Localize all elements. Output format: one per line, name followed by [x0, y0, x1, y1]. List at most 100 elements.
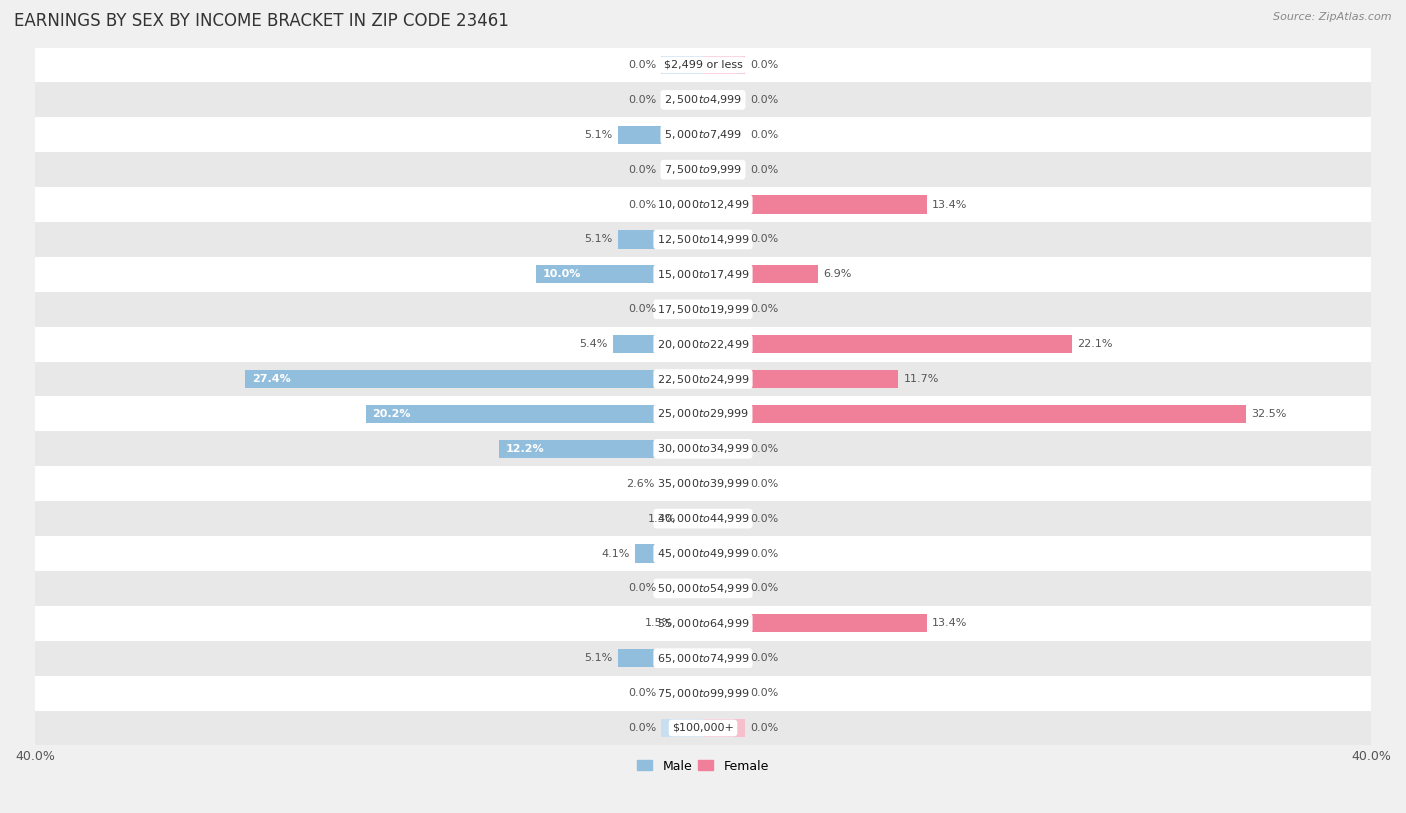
Bar — [661, 719, 703, 737]
Bar — [35, 397, 1371, 432]
Text: 13.4%: 13.4% — [932, 619, 967, 628]
Text: $12,500 to $14,999: $12,500 to $14,999 — [657, 233, 749, 246]
Bar — [661, 91, 703, 109]
Text: 0.0%: 0.0% — [749, 688, 778, 698]
Bar — [703, 580, 745, 598]
Bar — [613, 335, 703, 353]
Text: 13.4%: 13.4% — [932, 199, 967, 210]
Bar — [703, 161, 745, 179]
Bar — [35, 467, 1371, 501]
Text: 5.1%: 5.1% — [585, 130, 613, 140]
Text: 11.7%: 11.7% — [904, 374, 939, 384]
Bar — [703, 405, 1246, 423]
Bar — [35, 257, 1371, 292]
Text: $100,000+: $100,000+ — [672, 723, 734, 733]
Text: 1.3%: 1.3% — [648, 514, 676, 524]
Text: 0.0%: 0.0% — [749, 584, 778, 593]
Text: 0.0%: 0.0% — [749, 653, 778, 663]
Text: EARNINGS BY SEX BY INCOME BRACKET IN ZIP CODE 23461: EARNINGS BY SEX BY INCOME BRACKET IN ZIP… — [14, 12, 509, 30]
Text: 0.0%: 0.0% — [749, 130, 778, 140]
Text: $15,000 to $17,499: $15,000 to $17,499 — [657, 267, 749, 280]
Bar — [703, 719, 745, 737]
Bar — [703, 615, 927, 633]
Text: 0.0%: 0.0% — [628, 723, 657, 733]
Bar — [35, 152, 1371, 187]
Text: $75,000 to $99,999: $75,000 to $99,999 — [657, 687, 749, 699]
Text: 0.0%: 0.0% — [749, 304, 778, 315]
Text: 2.6%: 2.6% — [626, 479, 655, 489]
Bar — [35, 362, 1371, 397]
Bar — [703, 265, 818, 284]
Text: $40,000 to $44,999: $40,000 to $44,999 — [657, 512, 749, 525]
Text: 0.0%: 0.0% — [628, 584, 657, 593]
Bar — [366, 405, 703, 423]
Text: 27.4%: 27.4% — [252, 374, 291, 384]
Text: 0.0%: 0.0% — [628, 304, 657, 315]
Bar — [35, 292, 1371, 327]
Bar — [703, 56, 745, 74]
Bar — [617, 649, 703, 667]
Bar — [678, 615, 703, 633]
Text: $7,500 to $9,999: $7,500 to $9,999 — [664, 163, 742, 176]
Bar — [35, 222, 1371, 257]
Bar — [703, 440, 745, 458]
Text: 22.1%: 22.1% — [1077, 339, 1112, 349]
Bar — [35, 571, 1371, 606]
Text: 0.0%: 0.0% — [628, 199, 657, 210]
Text: 0.0%: 0.0% — [749, 165, 778, 175]
Text: $20,000 to $22,499: $20,000 to $22,499 — [657, 337, 749, 350]
Text: $22,500 to $24,999: $22,500 to $24,999 — [657, 372, 749, 385]
Bar — [35, 187, 1371, 222]
Bar — [703, 545, 745, 563]
Text: $50,000 to $54,999: $50,000 to $54,999 — [657, 582, 749, 595]
Bar — [703, 370, 898, 388]
Text: 0.0%: 0.0% — [749, 234, 778, 245]
Bar — [617, 230, 703, 249]
Text: $5,000 to $7,499: $5,000 to $7,499 — [664, 128, 742, 141]
Bar — [634, 545, 703, 563]
Bar — [682, 510, 703, 528]
Bar — [661, 195, 703, 214]
Text: 0.0%: 0.0% — [749, 444, 778, 454]
Bar — [35, 82, 1371, 117]
Bar — [35, 432, 1371, 467]
Bar — [703, 230, 745, 249]
Bar — [703, 510, 745, 528]
Legend: Male, Female: Male, Female — [633, 754, 773, 777]
Bar — [35, 676, 1371, 711]
Text: $35,000 to $39,999: $35,000 to $39,999 — [657, 477, 749, 490]
Text: 10.0%: 10.0% — [543, 269, 581, 280]
Text: $2,499 or less: $2,499 or less — [664, 60, 742, 70]
Text: 0.0%: 0.0% — [749, 549, 778, 559]
Text: $65,000 to $74,999: $65,000 to $74,999 — [657, 652, 749, 665]
Text: 0.0%: 0.0% — [749, 95, 778, 105]
Bar — [35, 641, 1371, 676]
Bar — [35, 327, 1371, 362]
Text: 32.5%: 32.5% — [1251, 409, 1286, 419]
Text: 1.5%: 1.5% — [645, 619, 673, 628]
Text: $2,500 to $4,999: $2,500 to $4,999 — [664, 93, 742, 107]
Text: 4.1%: 4.1% — [602, 549, 630, 559]
Bar — [659, 475, 703, 493]
Bar — [35, 47, 1371, 82]
Bar — [246, 370, 703, 388]
Text: $17,500 to $19,999: $17,500 to $19,999 — [657, 302, 749, 315]
Text: 0.0%: 0.0% — [749, 514, 778, 524]
Text: $25,000 to $29,999: $25,000 to $29,999 — [657, 407, 749, 420]
Bar — [35, 117, 1371, 152]
Text: 0.0%: 0.0% — [628, 165, 657, 175]
Text: 5.1%: 5.1% — [585, 234, 613, 245]
Text: 5.1%: 5.1% — [585, 653, 613, 663]
Bar — [703, 195, 927, 214]
Bar — [661, 300, 703, 319]
Bar — [703, 475, 745, 493]
Text: $10,000 to $12,499: $10,000 to $12,499 — [657, 198, 749, 211]
Text: $55,000 to $64,999: $55,000 to $64,999 — [657, 617, 749, 630]
Bar — [499, 440, 703, 458]
Bar — [703, 335, 1073, 353]
Text: 0.0%: 0.0% — [628, 95, 657, 105]
Bar — [661, 684, 703, 702]
Bar — [35, 501, 1371, 536]
Text: $45,000 to $49,999: $45,000 to $49,999 — [657, 547, 749, 560]
Text: 20.2%: 20.2% — [373, 409, 411, 419]
